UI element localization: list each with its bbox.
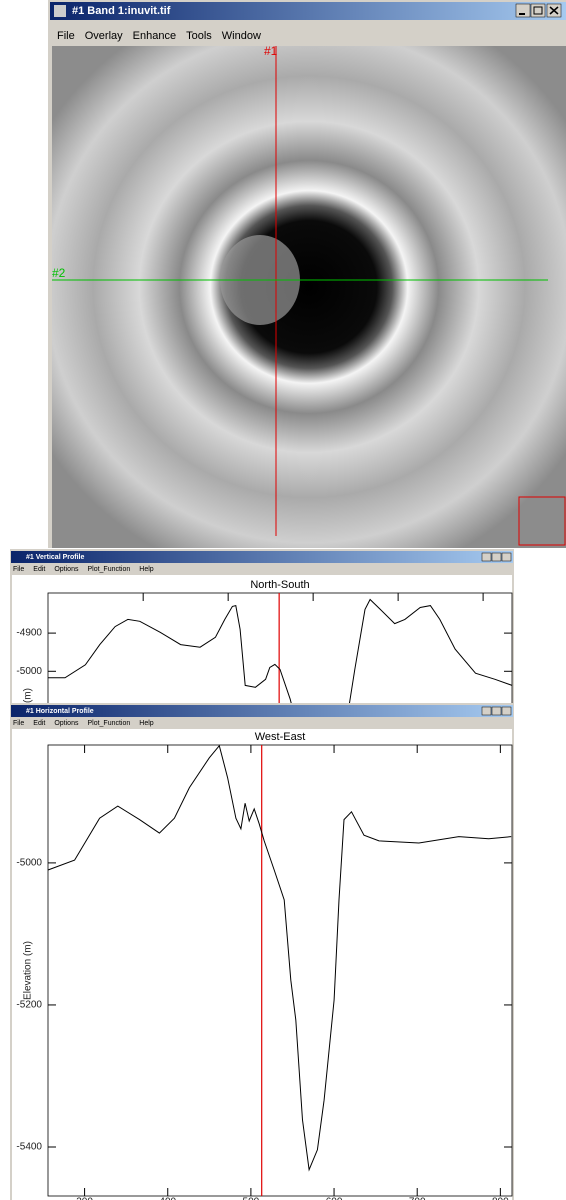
menu-item[interactable]: Help — [139, 720, 154, 727]
menu-item[interactable]: Plot_Function — [87, 720, 130, 727]
y-tick-label: -5200 — [16, 1000, 42, 1011]
menu-item[interactable]: Tools — [186, 30, 212, 42]
menu-bar: File Overlay Enhance Tools Window — [57, 30, 261, 42]
chart-title: West-East — [255, 731, 306, 743]
title-bar — [11, 551, 513, 563]
window-buttons[interactable] — [516, 4, 561, 17]
chart-title: North-South — [250, 579, 309, 591]
x-tick-label: 800 — [492, 1197, 509, 1200]
menu-item[interactable]: File — [13, 720, 24, 727]
menu-item[interactable]: File — [57, 30, 75, 42]
menu-item[interactable]: Overlay — [85, 30, 123, 42]
menu-item[interactable]: Options — [54, 566, 79, 573]
menu-item[interactable]: Edit — [33, 720, 45, 727]
y-tick-label: -5000 — [16, 666, 42, 677]
elevation-image — [52, 46, 566, 548]
screenshot: #1 Band 1:inuvit.tif File Overlay Enhance T… — [0, 0, 566, 1200]
y-axis-label: Elevation (m) — [23, 941, 34, 1000]
window-icon — [54, 5, 66, 17]
window-button[interactable] — [482, 707, 491, 715]
y-tick-label: -4900 — [16, 628, 42, 639]
window-title: #1 Horizontal Profile — [26, 708, 94, 715]
y-tick-label: -5400 — [16, 1142, 42, 1153]
crosshair-label: #1 — [264, 44, 278, 58]
window-button[interactable] — [482, 553, 491, 561]
window-button[interactable] — [492, 553, 501, 561]
window-button[interactable] — [502, 707, 511, 715]
window-button[interactable] — [502, 553, 511, 561]
x-tick-label: 300 — [76, 1197, 93, 1200]
menu-item[interactable]: Enhance — [133, 30, 176, 42]
x-tick-label: 400 — [159, 1197, 176, 1200]
menu-item[interactable]: Options — [54, 720, 79, 727]
crosshair-label: #2 — [52, 266, 66, 280]
menu-item[interactable]: Edit — [33, 566, 45, 573]
window-button[interactable] — [492, 707, 501, 715]
menu-item[interactable]: File — [13, 566, 24, 573]
menu-item[interactable]: Window — [222, 30, 261, 42]
x-tick-label: 500 — [243, 1197, 260, 1200]
image-window: #1 Band 1:inuvit.tif File Overlay Enhance T… — [48, 0, 566, 548]
window-title: #1 Band 1:inuvit.tif — [72, 5, 171, 17]
x-tick-label: 700 — [409, 1197, 426, 1200]
x-tick-label: 600 — [326, 1197, 343, 1200]
window-title: #1 Vertical Profile — [26, 554, 84, 561]
menu-item[interactable]: Plot_Function — [87, 566, 130, 573]
y-tick-label: -5000 — [16, 858, 42, 869]
menu-item[interactable]: Help — [139, 566, 154, 573]
